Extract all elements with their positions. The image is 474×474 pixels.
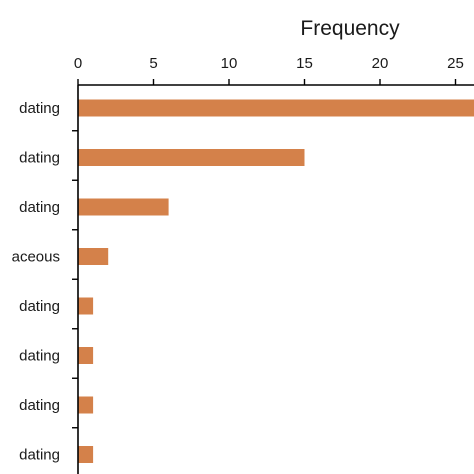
bars [78, 99, 474, 463]
x-tick-label: 0 [74, 55, 82, 72]
x-tick-label: 25 [447, 55, 464, 72]
x-axis-title: Frequency [300, 17, 400, 40]
x-tick-label: 15 [296, 55, 313, 72]
bar [78, 396, 94, 414]
bar [78, 297, 94, 315]
bar [78, 198, 169, 216]
bar [78, 248, 109, 265]
category-label: dating [19, 150, 60, 167]
x-tick-label: 5 [149, 55, 157, 72]
category-label: dating [19, 348, 60, 365]
category-label: dating [19, 199, 60, 216]
category-label: dating [19, 100, 60, 117]
category-label: dating [19, 298, 60, 315]
bar [78, 99, 474, 117]
category-label: dating [19, 397, 60, 414]
bar [78, 446, 94, 463]
bar [78, 149, 305, 166]
y-axis: dating dating dating aceous dating dating dati… [12, 85, 79, 474]
x-axis-ticks: 0 5 10 15 20 25 [74, 55, 474, 86]
category-label: aceous [12, 249, 60, 266]
x-tick-label: 10 [221, 55, 238, 72]
bar [78, 347, 94, 364]
category-label: dating [19, 447, 60, 464]
x-tick-label: 20 [372, 55, 389, 72]
